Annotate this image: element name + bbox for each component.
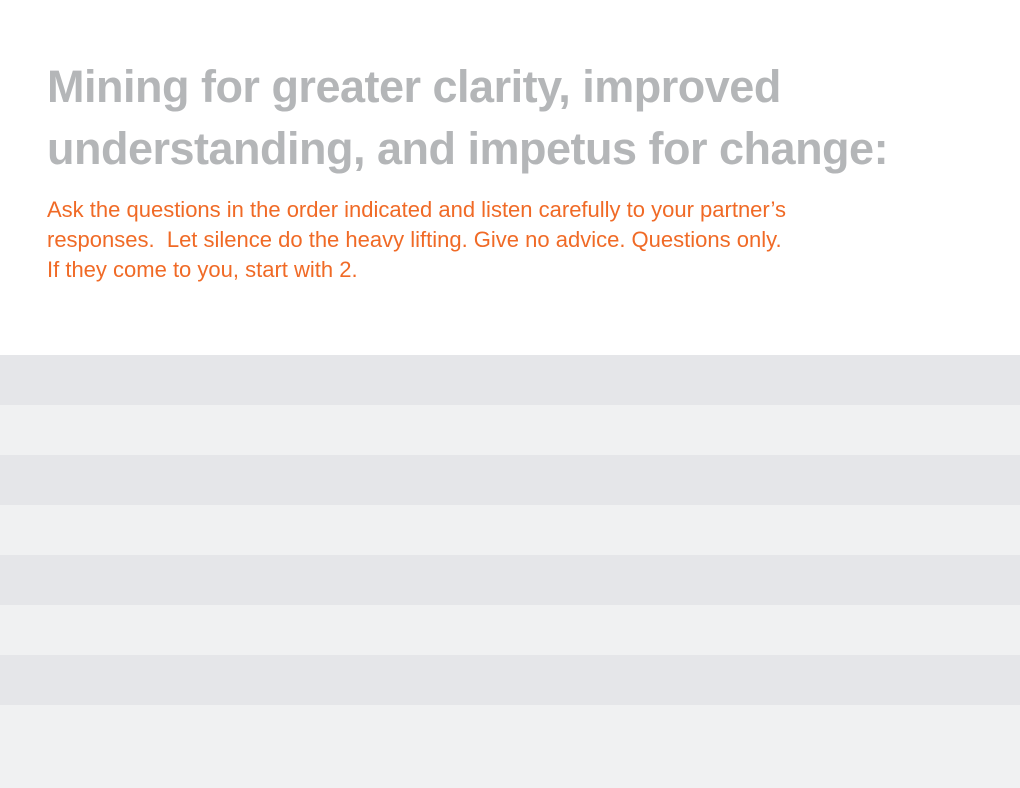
instructions-line-3: If they come to you, start with 2. — [47, 257, 358, 282]
ruled-row — [0, 455, 1020, 505]
page-title-line-1: Mining for greater clarity, improved — [47, 61, 781, 112]
ruled-row — [0, 555, 1020, 605]
ruled-row — [0, 355, 1020, 405]
instructions-line-2: responses. Let silence do the heavy lift… — [47, 227, 782, 252]
instructions-line-1: Ask the questions in the order indicated… — [47, 197, 787, 222]
page-title: Mining for greater clarity, improved und… — [47, 56, 997, 180]
ruled-row — [0, 655, 1020, 705]
instructions-paragraph: Ask the questions in the order indicated… — [47, 195, 947, 285]
page-title-line-2: understanding, and impetus for change: — [47, 123, 889, 174]
empty-ruled-rows — [0, 355, 1020, 788]
